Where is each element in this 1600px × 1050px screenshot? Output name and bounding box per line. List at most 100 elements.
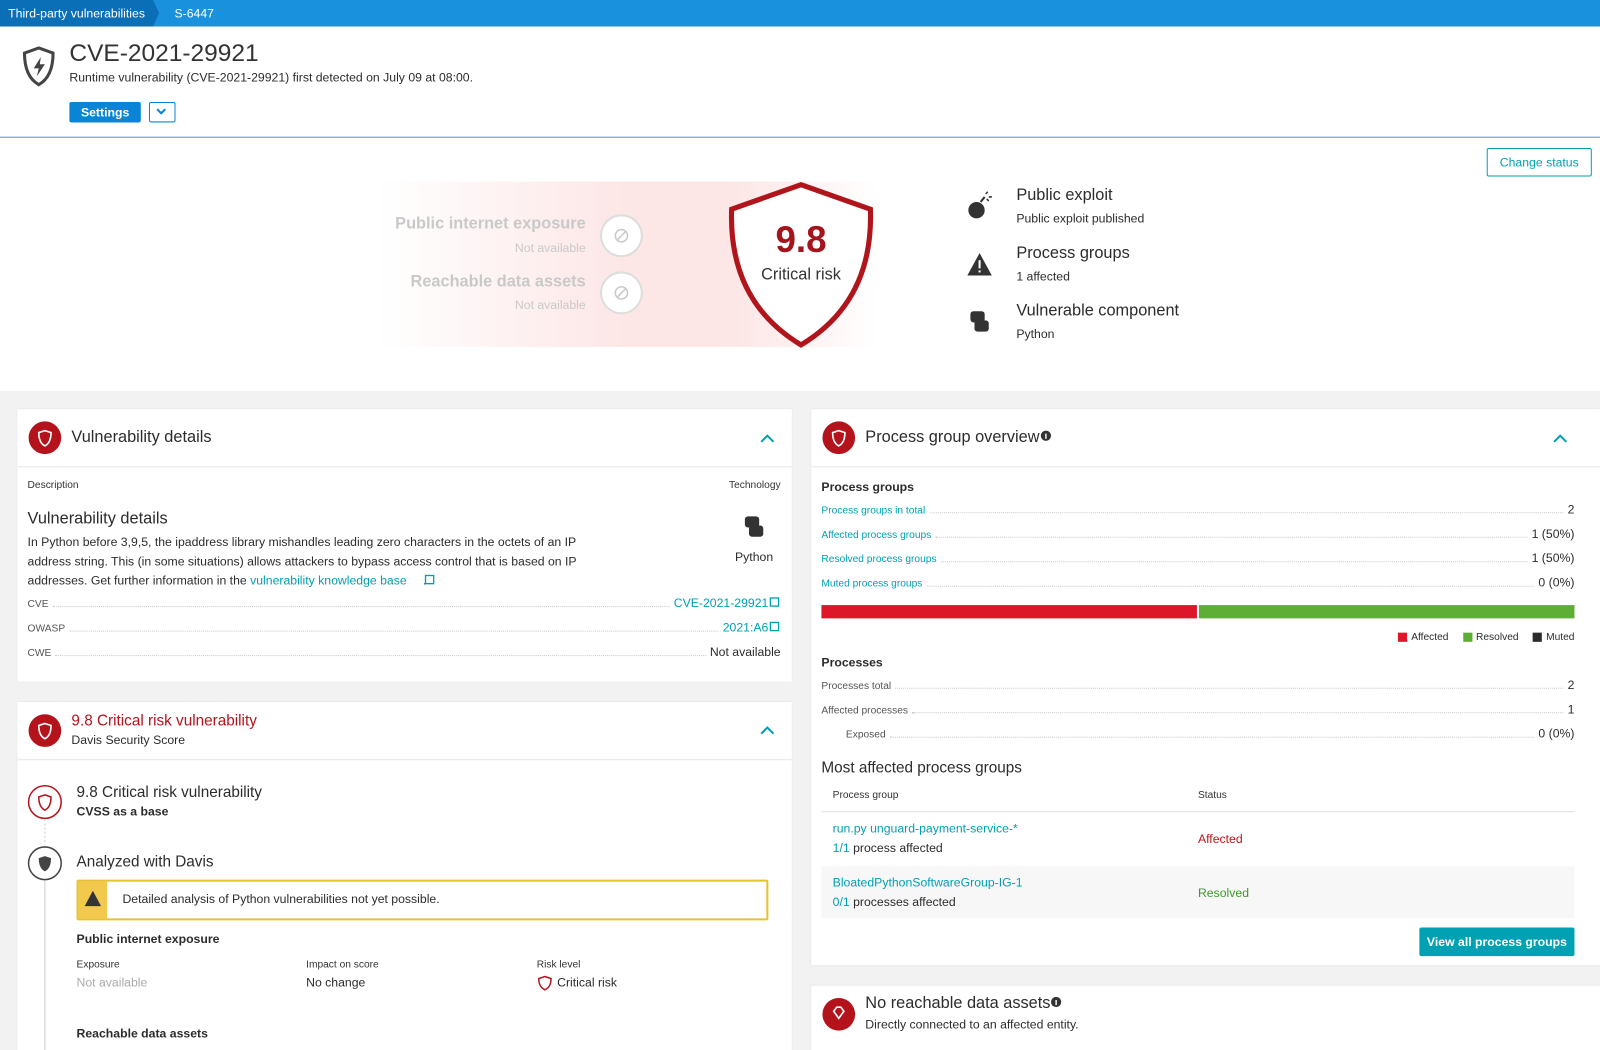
table-row-bg <box>821 866 1575 919</box>
column-label: Exposure <box>76 959 120 971</box>
row-value: 0 (0%) <box>1538 575 1575 590</box>
leader <box>926 585 1535 587</box>
list-row: Affected process groups 1 (50%) <box>821 524 1575 541</box>
leader <box>69 630 719 632</box>
page-subtitle: Runtime vulnerability (CVE-2021-29921) f… <box>69 70 474 85</box>
process-group-link[interactable]: BloatedPythonSoftwareGroup-IG-1 <box>832 875 1023 890</box>
row-value[interactable]: 2021:A6 <box>722 620 769 635</box>
status: Affected <box>1197 831 1243 846</box>
row-label: OWASP <box>27 623 66 635</box>
panel: No reachable data assets Directly connec… <box>811 985 1600 1050</box>
row-label: Process groups in total <box>821 505 926 517</box>
proportion-bar <box>821 605 1575 619</box>
divider <box>811 466 1600 468</box>
row-value: 0 (0%) <box>1538 726 1575 741</box>
column-header: Process group <box>832 789 899 802</box>
divider <box>17 759 792 761</box>
breadcrumb[interactable]: S-6447 <box>174 6 214 21</box>
legend-label: Affected <box>1411 631 1449 643</box>
description-text: In Python before 3,9,5, the ipaddress li… <box>28 533 587 591</box>
settings-button[interactable]: Settings <box>69 102 141 123</box>
row-value: 1 (50%) <box>1531 551 1575 566</box>
dropdown-button[interactable] <box>148 102 176 123</box>
technology: Python <box>735 549 774 565</box>
panel-title: 9.8 Critical risk vulnerability <box>71 712 257 730</box>
risk-label: Critical risk <box>761 266 841 284</box>
factor-status: Not available <box>514 240 586 256</box>
row-label: Processes total <box>821 680 892 692</box>
warning-text: Detailed analysis of Python vulnerabilit… <box>122 891 440 907</box>
legend-label: Muted <box>1546 631 1575 643</box>
list-row: CWE Not available <box>28 643 781 659</box>
top-bar <box>0 0 1600 27</box>
row-value: 2 <box>1567 502 1575 517</box>
breadcrumb-segment <box>0 0 160 27</box>
description-heading: Vulnerability details <box>27 510 168 528</box>
change-status-button[interactable]: Change status <box>1486 147 1592 177</box>
legend-label: Resolved <box>1476 631 1519 643</box>
column-value: Critical risk <box>557 975 618 990</box>
status: Resolved <box>1197 885 1250 900</box>
link[interactable]: vulnerability knowledge base <box>250 573 407 588</box>
process-group-link[interactable]: run.py unguard-payment-service-* <box>832 821 1018 836</box>
column-label: Risk level <box>536 959 581 971</box>
page-title: CVE-2021-29921 <box>69 39 259 68</box>
step-title: Analyzed with Davis <box>76 853 214 871</box>
leader <box>935 536 1528 538</box>
panel-subtitle: Davis Security Score <box>71 732 186 747</box>
view-all-button[interactable]: View all process groups <box>1419 927 1575 957</box>
risk-band <box>377 181 735 347</box>
fact-title: Vulnerable component <box>1016 302 1180 320</box>
legend-swatch <box>1532 632 1543 642</box>
leader <box>929 512 1564 514</box>
leader <box>55 655 706 657</box>
bar-segment <box>821 605 1197 619</box>
list-row: OWASP 2021:A6 <box>28 618 781 634</box>
bar-segment <box>1198 605 1575 619</box>
column-header: Status <box>1197 789 1227 802</box>
fact-detail: 1 affected <box>1016 269 1070 284</box>
row-label: Affected process groups <box>821 529 932 541</box>
text: In Python before 3,9,5, the ipaddress li… <box>27 534 577 588</box>
panel: Process group overview Process groups Af… <box>811 409 1600 966</box>
row-label: Muted process groups <box>821 578 923 590</box>
row-value: 1 (50%) <box>1531 526 1575 541</box>
list-row: Processes total 2 <box>821 676 1574 692</box>
ratio[interactable]: 0/1 <box>832 894 850 910</box>
row-value: 1 <box>1567 702 1575 717</box>
fact-title: Public exploit <box>1016 186 1113 205</box>
leader <box>940 561 1528 563</box>
factor-label: Reachable data assets <box>410 273 586 291</box>
divider <box>821 811 1575 813</box>
section-heading: Reachable data assets <box>76 1026 208 1041</box>
ratio[interactable]: 1/1 <box>832 840 850 856</box>
row-label: CVE <box>27 598 49 611</box>
breadcrumb[interactable]: Third-party vulnerabilities <box>8 6 145 21</box>
section-heading: Public internet exposure <box>76 931 220 946</box>
row-value: Not available <box>709 644 781 660</box>
column-value: Not available <box>76 975 148 990</box>
section-label: Technology <box>728 479 781 491</box>
process-count: 0/1 processes affected <box>833 895 956 909</box>
panel: Vulnerability details Description Techno… <box>17 409 792 682</box>
list-row: Exposed 0 (0%) <box>846 724 1575 741</box>
panel-subtitle: Directly connected to an affected entity… <box>865 1017 1079 1032</box>
row-value: 2 <box>1567 677 1575 692</box>
process-count: 1/1 process affected <box>833 841 943 855</box>
section-heading: Processes <box>821 655 883 670</box>
legend: Affected Resolved Muted <box>1397 631 1575 643</box>
list-row: Muted process groups 0 (0%) <box>821 573 1575 590</box>
panel-title: No reachable data assets <box>865 994 1051 1013</box>
column-value: No change <box>306 975 366 990</box>
step-title: 9.8 Critical risk vulnerability <box>76 783 262 802</box>
warning-box <box>76 879 769 921</box>
section-heading: Process groups <box>821 479 914 494</box>
leader <box>52 606 670 608</box>
ratio-text: processes affected <box>853 894 956 910</box>
legend-swatch <box>1397 632 1408 642</box>
fact-detail: Python <box>1016 326 1055 341</box>
row-value[interactable]: CVE-2021-29921 <box>673 595 769 611</box>
risk-score: 9.8 <box>775 218 827 261</box>
leader <box>895 687 1564 689</box>
